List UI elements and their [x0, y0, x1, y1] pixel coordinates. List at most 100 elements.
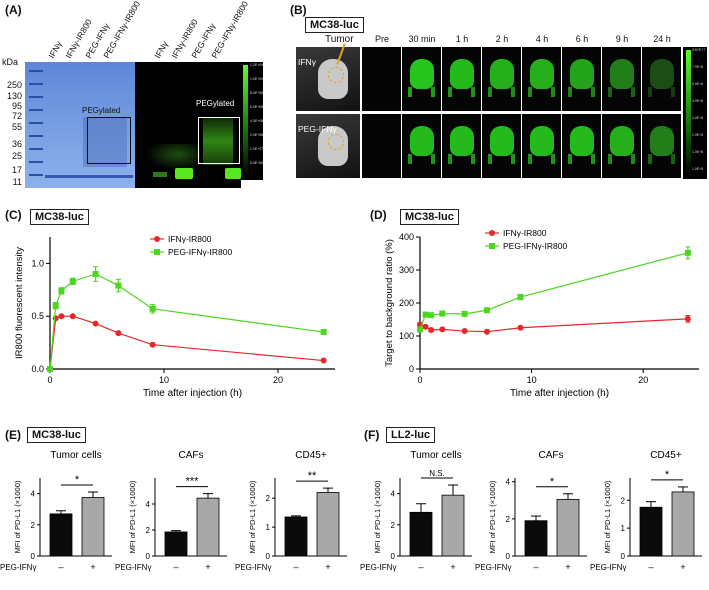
tumor-circle [328, 67, 344, 83]
imaging-frame [402, 114, 441, 178]
reference-photo [296, 47, 360, 111]
mouse-leg [671, 154, 675, 164]
y-tick-label: 4 [506, 478, 511, 487]
data-point [483, 328, 490, 335]
y-tick-label: 0 [146, 552, 151, 561]
scale-tick: 1.0E+5 [692, 167, 704, 171]
y-tick-label: 4 [391, 490, 396, 499]
data-point [417, 326, 423, 333]
pegylated-label-right: PEGylated [196, 99, 235, 108]
y-tick-label: 2 [506, 515, 511, 524]
data-point [69, 313, 76, 320]
imaging-frame [562, 114, 601, 178]
gel-intensity-scale [241, 62, 263, 180]
data-point [47, 366, 53, 372]
fluorescence-signal [610, 59, 634, 89]
y-tick-label: 0 [266, 552, 271, 561]
kda-marker: 25 [11, 151, 22, 161]
scale-tick: 1.0E+6 [692, 150, 704, 154]
mouse-leg [648, 154, 652, 164]
timepoint-label: 6 h [575, 34, 589, 44]
scale-tick: 1.0E+09 [250, 77, 264, 81]
data-point [149, 341, 156, 348]
y-axis-title: IR800 fluorescent intensity [14, 247, 25, 359]
mouse-leg [551, 87, 555, 97]
fluorescence-signal [570, 126, 594, 156]
mouse-leg [488, 154, 492, 164]
data-point [320, 357, 327, 364]
tumor-label: Tumor [325, 34, 354, 45]
y-axis-title: MFI of PD-L1 (×1000) [248, 480, 257, 553]
y-tick-label: 2 [146, 526, 151, 535]
data-point [52, 315, 59, 322]
x-tick-label: 0 [47, 375, 52, 385]
y-tick-label: 1 [621, 524, 626, 533]
y-axis-title: MFI of PD-L1 (×1000) [488, 480, 497, 553]
timepoint-label: 9 h [615, 34, 629, 44]
legend-marker [154, 236, 160, 242]
fluorescence-signal [610, 126, 634, 156]
scale-tick: 4.0E+6 [692, 99, 704, 103]
significance-label: N.S. [429, 469, 445, 478]
lane-label: IFNγ [46, 39, 64, 60]
data-point [483, 307, 490, 314]
data-point [439, 326, 446, 333]
fluorescence-signal [490, 59, 514, 89]
scale-tick: 9.87E+7 [692, 48, 706, 52]
mouse-leg [471, 87, 475, 97]
fluorescence-signal [490, 126, 514, 156]
panel-c-label: (C) [5, 208, 22, 222]
mouse-leg [471, 154, 475, 164]
panel-d-cell-line: MC38-luc [400, 209, 459, 225]
kda-marker: 250 [6, 80, 22, 90]
y-tick-label: 1.0 [31, 258, 44, 268]
imaging-frame [402, 47, 441, 111]
pegylated-box-left [87, 117, 131, 164]
imaging-frame [602, 47, 641, 111]
y-tick-label: 0 [31, 552, 36, 561]
x-tick-label: 10 [527, 375, 537, 385]
y-tick-label: 0 [621, 552, 626, 561]
y-tick-label: 400 [399, 232, 414, 242]
scale-tick: 2.0E+6 [692, 133, 704, 137]
bar [441, 494, 465, 557]
bar [639, 506, 663, 557]
data-point [422, 323, 429, 330]
fluorescence-signal [650, 59, 674, 89]
scale-tick: 6.0E+08 [250, 105, 264, 109]
mouse-leg [591, 154, 595, 164]
mouse-leg [528, 87, 532, 97]
kda-marker: 11 [12, 177, 22, 187]
imaging-frame [482, 47, 521, 111]
timepoint-label: 24 h [653, 34, 671, 44]
imaging-frame [522, 114, 561, 178]
scale-tick: 5.0E+06 [250, 161, 264, 165]
significance-label: * [550, 476, 555, 488]
data-point [684, 249, 691, 256]
mouse-leg [528, 154, 532, 164]
x-axis-title: PEG-IFNγ [360, 563, 396, 572]
bar [556, 498, 580, 557]
bar-chart-title: CAFs [179, 450, 204, 461]
significance-label: * [665, 469, 670, 481]
mouse-leg [551, 154, 555, 164]
imaging-frame [642, 114, 681, 178]
scale-tick: 1.0E+07 [250, 147, 264, 151]
y-tick-label: 4 [146, 500, 151, 509]
x-category-label: + [205, 562, 210, 572]
chart-d-target-background: 0 100 200 300 400 0 10 20 Time after injection (… [384, 228, 699, 399]
legend-label: PEG-IFNγ-IR800 [503, 241, 568, 251]
lane-label: IFNγ [152, 39, 170, 60]
panel-e-cell-line: MC38-luc [27, 427, 86, 443]
mouse-leg [488, 87, 492, 97]
pegylated-box-right [198, 117, 240, 164]
x-category-label: – [533, 562, 538, 572]
fluorescence-signal [570, 59, 594, 89]
bar [49, 513, 73, 557]
fluorescence-signal [410, 59, 434, 89]
mouse-leg [671, 87, 675, 97]
timepoint-label: Pre [374, 34, 389, 44]
imaging-frame [362, 47, 401, 111]
fluorescence-gel-image [135, 62, 241, 188]
data-point [58, 313, 65, 320]
